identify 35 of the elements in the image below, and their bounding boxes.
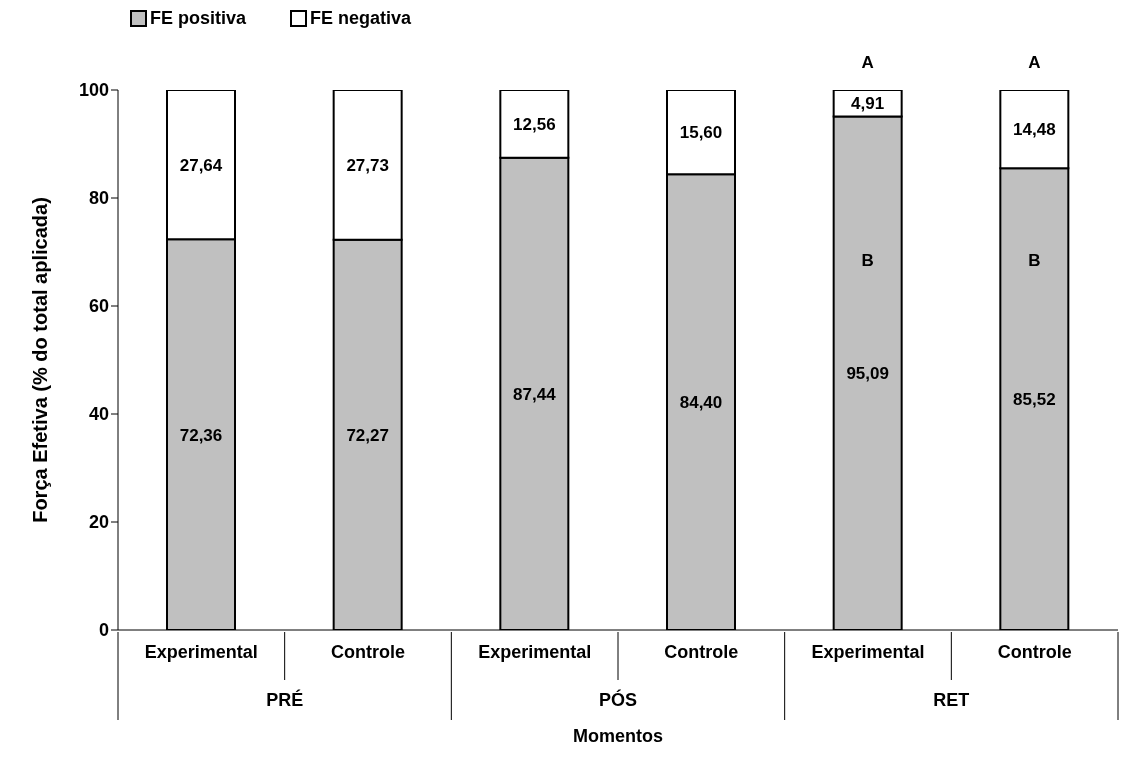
- data-label: 72,27: [346, 425, 389, 445]
- x-tick-label: Experimental: [144, 642, 258, 662]
- y-tick-label: 20: [88, 512, 109, 533]
- data-label: 85,52: [1013, 390, 1056, 410]
- text: A: [1028, 53, 1041, 72]
- text: RET: [933, 690, 970, 710]
- data-label: 84,40: [679, 393, 723, 413]
- data-label: 87,44: [513, 384, 557, 404]
- data-label: 15,60: [679, 123, 723, 143]
- text: PÓS: [598, 689, 638, 710]
- x-tick-label: Controle: [997, 642, 1072, 662]
- data-label: 12,56: [513, 114, 556, 134]
- y-axis-title: Força Efetiva (% do total aplicada): [29, 197, 52, 523]
- x-tick-label: Experimental: [478, 642, 592, 662]
- data-label: 27,73: [346, 155, 389, 175]
- y-tick-label: 0: [98, 620, 109, 641]
- y-tick-label: 60: [88, 296, 109, 317]
- data-label: 95,09: [846, 364, 889, 384]
- x-tick-label: Controle: [664, 642, 739, 662]
- data-label: 4,91: [851, 94, 885, 114]
- x-tick-label: Controle: [331, 642, 405, 662]
- y-tick-label: 40: [88, 404, 109, 425]
- x-tick-label: Experimental: [811, 642, 925, 662]
- text: A: [861, 53, 874, 72]
- legend-label: FE negativa: [310, 8, 412, 29]
- text: PRÉ: [266, 689, 304, 710]
- legend-label: FE positiva: [150, 8, 247, 29]
- y-tick-label: 80: [88, 188, 109, 209]
- data-label: 27,64: [179, 155, 223, 175]
- annotation: B: [1028, 251, 1041, 271]
- x-axis-title: Momentos: [573, 726, 663, 746]
- annotation: B: [861, 251, 874, 271]
- data-label: 14,48: [1013, 120, 1056, 140]
- data-label: 72,36: [179, 425, 223, 445]
- y-tick-label: 100: [78, 80, 109, 101]
